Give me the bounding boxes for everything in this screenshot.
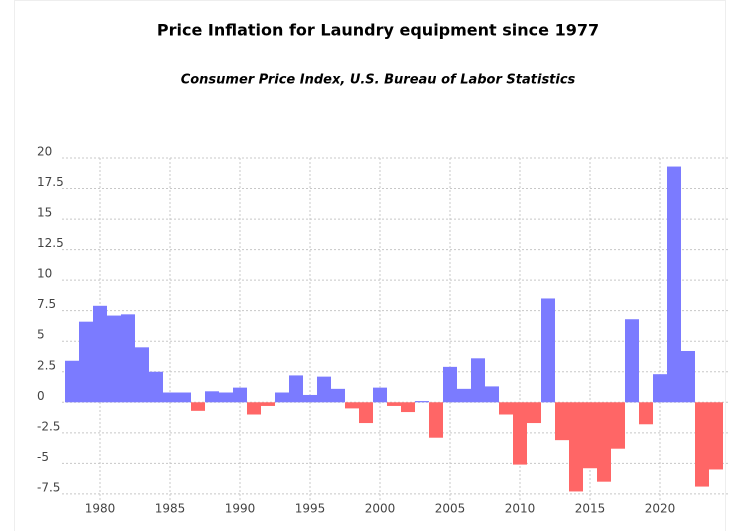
bar: [513, 402, 527, 465]
bar: [317, 376, 331, 403]
bar: [359, 402, 373, 424]
y-tick-label: 5: [37, 328, 45, 342]
bar: [177, 392, 191, 403]
bar: [569, 402, 583, 492]
y-tick-label: 0: [37, 389, 45, 403]
bar: [261, 402, 275, 406]
bar: [653, 374, 667, 403]
bar: [667, 166, 681, 403]
bar: [415, 401, 429, 403]
bar: [219, 392, 233, 403]
bar: [275, 392, 289, 403]
bar: [345, 402, 359, 409]
bar: [597, 402, 611, 482]
bar: [387, 402, 401, 406]
y-tick-label: -7.5: [37, 480, 60, 494]
y-tick-label: 2.5: [37, 358, 56, 372]
bar: [709, 402, 723, 470]
bar: [681, 350, 695, 403]
labels: -7.5 -5 -2.5 0 2.5 5 7.5 10 12.5 15 17.5 20 1980 1985…: [37, 145, 675, 516]
y-tick-label: 15: [37, 206, 52, 220]
bar: [331, 388, 345, 403]
bar: [373, 387, 387, 403]
x-tick-label: 2020: [645, 502, 676, 516]
bar: [611, 402, 625, 449]
bar: [555, 402, 569, 441]
x-tick-label: 2015: [575, 502, 606, 516]
chart-title: Price Inflation for Laundry equipment si…: [157, 21, 599, 40]
chart-frame: [14, 0, 726, 531]
bar: [289, 375, 303, 403]
bar: [205, 391, 219, 403]
x-tick-label: 2000: [365, 502, 396, 516]
x-tick-label: 1995: [295, 502, 326, 516]
y-tick-label: 10: [37, 267, 52, 281]
bar: [485, 386, 499, 403]
bar: [583, 402, 597, 469]
bar: [499, 402, 513, 415]
y-tick-label: 20: [37, 145, 52, 159]
bar: [443, 366, 457, 403]
bar: [527, 402, 541, 424]
x-tick-label: 2005: [435, 502, 466, 516]
bar: [429, 402, 443, 438]
bar: [149, 371, 163, 403]
bar: [471, 358, 485, 403]
y-tick-label: 12.5: [37, 236, 64, 250]
y-tick-label: 17.5: [37, 175, 64, 189]
bar: [303, 394, 317, 403]
y-tick-label: -2.5: [37, 419, 60, 433]
bar: [401, 402, 415, 413]
x-tick-label: 1980: [85, 502, 116, 516]
bar: [65, 360, 79, 403]
bar: [457, 388, 471, 403]
y-tick-label: -5: [37, 450, 49, 464]
chart-subtitle: Consumer Price Index, U.S. Bureau of Lab…: [181, 73, 576, 88]
bar: [163, 392, 177, 403]
x-tick-label: 1990: [225, 502, 256, 516]
bar: [233, 387, 247, 403]
bar: [625, 319, 639, 403]
bar: [79, 321, 93, 403]
bar: [247, 402, 261, 415]
bar: [541, 298, 555, 403]
bar: [107, 315, 121, 403]
bar: [191, 402, 205, 411]
bar: [121, 314, 135, 403]
x-tick-label: 1985: [155, 502, 186, 516]
bar: [639, 402, 653, 425]
bar: [93, 305, 107, 403]
bars: [65, 166, 723, 492]
bar: [695, 402, 709, 487]
y-tick-label: 7.5: [37, 297, 56, 311]
x-tick-label: 2010: [505, 502, 536, 516]
bar: [135, 347, 149, 403]
